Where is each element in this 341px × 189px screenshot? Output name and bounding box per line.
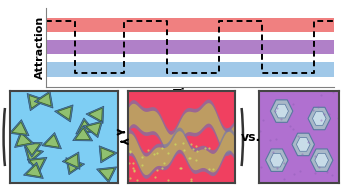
Polygon shape <box>99 146 117 163</box>
Polygon shape <box>12 122 27 134</box>
Polygon shape <box>296 138 310 151</box>
Polygon shape <box>315 153 328 167</box>
Polygon shape <box>55 105 73 122</box>
Polygon shape <box>27 93 46 111</box>
Polygon shape <box>25 147 44 163</box>
Polygon shape <box>78 121 93 132</box>
X-axis label: Time: Time <box>173 88 207 101</box>
Polygon shape <box>75 128 90 140</box>
Polygon shape <box>45 135 59 147</box>
Polygon shape <box>62 152 80 169</box>
Polygon shape <box>22 142 43 157</box>
Y-axis label: Attraction: Attraction <box>35 16 45 79</box>
Polygon shape <box>58 107 71 119</box>
Polygon shape <box>101 148 114 161</box>
Polygon shape <box>275 104 288 118</box>
Polygon shape <box>68 160 82 172</box>
Polygon shape <box>30 159 44 171</box>
Polygon shape <box>292 133 314 156</box>
Polygon shape <box>312 112 326 125</box>
Polygon shape <box>270 100 293 122</box>
Polygon shape <box>86 106 104 123</box>
Polygon shape <box>37 93 51 106</box>
Polygon shape <box>66 158 85 175</box>
Polygon shape <box>42 132 61 149</box>
Polygon shape <box>73 126 93 141</box>
Polygon shape <box>97 167 117 183</box>
Polygon shape <box>27 157 47 173</box>
Polygon shape <box>24 162 43 178</box>
Polygon shape <box>270 153 284 167</box>
Polygon shape <box>26 165 41 177</box>
Polygon shape <box>34 91 53 108</box>
Polygon shape <box>9 120 29 136</box>
Polygon shape <box>308 107 330 130</box>
Polygon shape <box>266 149 288 171</box>
Polygon shape <box>99 168 114 180</box>
Polygon shape <box>83 121 103 138</box>
Polygon shape <box>65 154 78 167</box>
Polygon shape <box>76 118 95 134</box>
Polygon shape <box>17 134 31 146</box>
Polygon shape <box>26 148 41 161</box>
Polygon shape <box>15 131 34 148</box>
Polygon shape <box>25 144 40 155</box>
Text: vs.: vs. <box>240 131 261 143</box>
Polygon shape <box>86 123 101 135</box>
Polygon shape <box>310 149 333 171</box>
Polygon shape <box>89 108 102 121</box>
Polygon shape <box>29 95 43 108</box>
